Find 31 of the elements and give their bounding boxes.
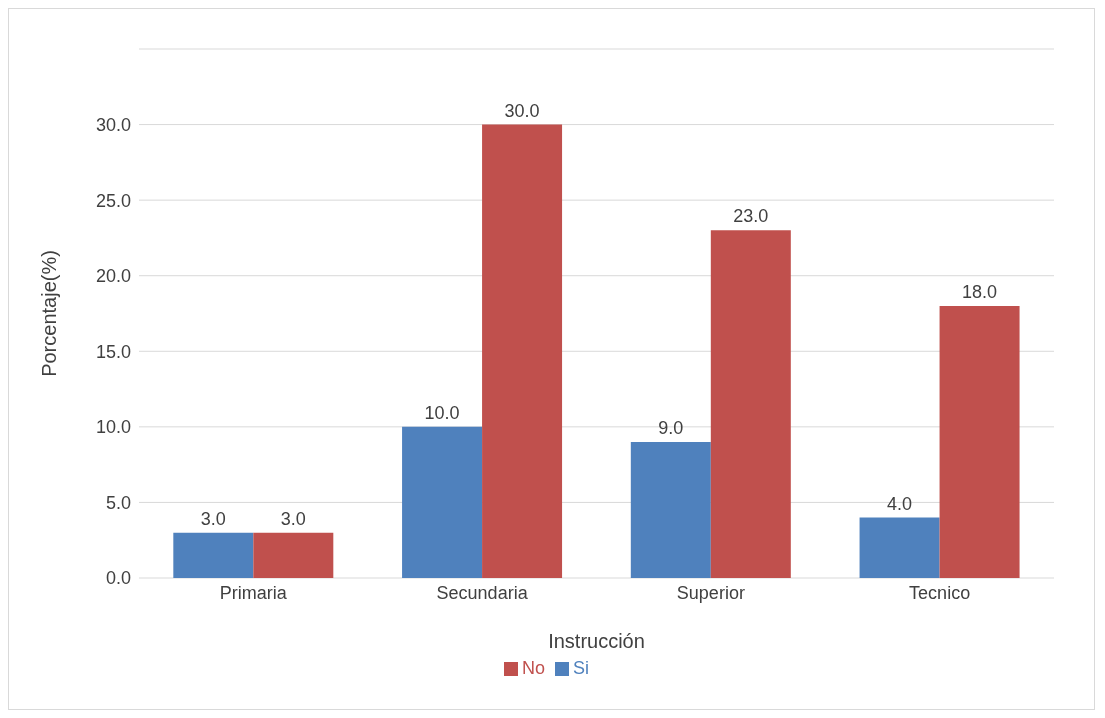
- bar: [630, 441, 711, 578]
- data-label: 10.0: [424, 402, 460, 423]
- x-tick-label: Superior: [676, 582, 745, 603]
- bar: [482, 124, 563, 578]
- x-tick-label: Tecnico: [909, 582, 971, 603]
- legend-label: No: [521, 658, 545, 678]
- bar: [710, 230, 791, 578]
- y-tick-label: 30.0: [95, 114, 131, 135]
- x-axis-title: Instrucción: [548, 630, 645, 652]
- data-label: 3.0: [280, 508, 306, 529]
- data-label: 23.0: [733, 206, 769, 227]
- data-label: 18.0: [962, 281, 998, 302]
- y-tick-label: 15.0: [95, 341, 131, 362]
- y-tick-label: 5.0: [105, 492, 131, 513]
- data-label: 30.0: [504, 100, 540, 121]
- x-tick-label: Primaria: [219, 582, 288, 603]
- y-tick-label: 25.0: [95, 190, 131, 211]
- y-tick-label: 10.0: [95, 417, 131, 438]
- bar: [939, 305, 1020, 578]
- y-axis-title: Porcentaje(%): [38, 250, 61, 377]
- y-tick-label: 20.0: [95, 266, 131, 287]
- x-tick-label: Secundaria: [436, 582, 529, 603]
- data-label: 9.0: [658, 417, 684, 438]
- bar: [402, 426, 483, 578]
- data-label: 3.0: [200, 508, 226, 529]
- data-label: 4.0: [887, 493, 913, 514]
- y-tick-label: 0.0: [105, 568, 131, 589]
- legend-label: Si: [573, 658, 590, 678]
- bar: [173, 532, 254, 578]
- bar: [253, 532, 334, 578]
- bar: [859, 517, 940, 578]
